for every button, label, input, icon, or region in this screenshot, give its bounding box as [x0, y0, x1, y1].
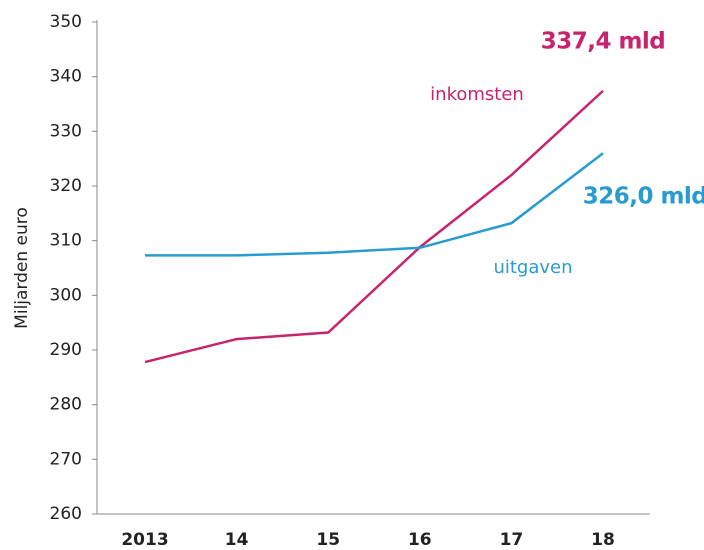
y-tick-label: 330 — [50, 121, 82, 141]
y-tick-label: 320 — [50, 176, 82, 196]
y-tick-label: 280 — [50, 395, 82, 415]
y-tick-label: 310 — [50, 231, 82, 251]
y-tick-label: 260 — [50, 504, 82, 524]
x-tick-label: 16 — [408, 530, 432, 550]
x-tick-label: 15 — [316, 530, 340, 550]
y-tick-label: 270 — [50, 449, 82, 469]
series-line — [145, 152, 604, 257]
x-tick-label: 14 — [225, 530, 249, 550]
series-label: inkomsten — [430, 84, 524, 105]
annotation: 326,0 mld — [583, 184, 704, 210]
series-line — [144, 89, 604, 364]
y-tick-label: 350 — [50, 12, 82, 32]
y-tick-label: 300 — [50, 285, 82, 305]
x-tick-label: 18 — [591, 530, 615, 550]
y-tick-label: 290 — [50, 340, 82, 360]
y-tick-label: 340 — [50, 67, 82, 87]
series-label: uitgaven — [493, 257, 572, 278]
x-tick-label: 17 — [500, 530, 524, 550]
x-tick-label: 2013 — [121, 530, 168, 550]
annotation: 337,4 mld — [541, 29, 666, 55]
y-axis-label: Miljarden euro — [12, 207, 32, 329]
